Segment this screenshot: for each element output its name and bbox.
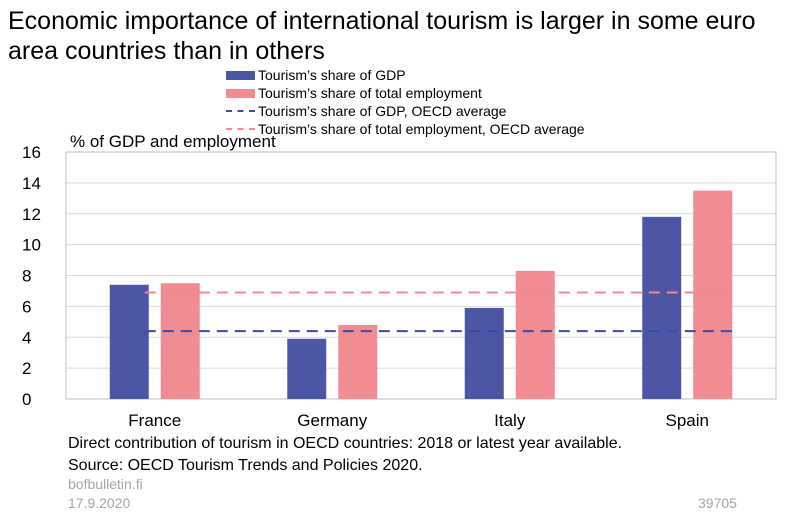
bar-spain-gdp	[642, 216, 682, 399]
y-tick-label: 10	[22, 236, 41, 255]
legend-item-gdp: Tourism’s share of GDP	[226, 66, 585, 84]
x-tick-label: Italy	[494, 411, 526, 430]
legend-swatch-gdp	[226, 70, 255, 80]
chart-source: Source: OECD Tourism Trends and Policies…	[68, 457, 423, 474]
bar-spain-employment	[693, 190, 733, 399]
legend-item-employment: Tourism’s share of total employment	[226, 84, 585, 102]
legend-item-gdp-average: Tourism’s share of GDP, OECD average	[226, 102, 585, 120]
footer-date: 17.9.2020	[68, 495, 131, 511]
legend-dash-employment-average	[226, 128, 255, 130]
chart-note: Direct contribution of tourism in OECD c…	[68, 435, 623, 452]
legend-label-gdp-average: Tourism’s share of GDP, OECD average	[258, 103, 507, 119]
y-tick-label: 14	[22, 174, 41, 193]
x-tick-label: France	[128, 411, 181, 430]
y-tick-label: 6	[22, 297, 31, 316]
y-tick-label: 0	[22, 390, 31, 409]
bar-germany-employment	[338, 324, 378, 399]
footer-id: 39705	[698, 495, 737, 511]
y-tick-label: 16	[22, 143, 41, 162]
bar-italy-gdp	[464, 307, 504, 399]
legend: Tourism’s share of GDP Tourism’s share o…	[226, 66, 585, 138]
legend-dash-gdp-average	[226, 110, 255, 112]
legend-label-gdp: Tourism’s share of GDP	[258, 67, 406, 83]
legend-item-employment-average: Tourism’s share of total employment, OEC…	[226, 120, 585, 138]
chart-title: Economic importance of international tou…	[8, 7, 756, 65]
bar-germany-gdp	[287, 338, 327, 399]
y-tick-label: 4	[22, 328, 31, 347]
x-tick-label: Germany	[297, 411, 367, 430]
bar-france-gdp	[109, 284, 149, 399]
bar-italy-employment	[515, 270, 555, 399]
y-tick-label: 8	[22, 267, 31, 286]
y-axis-label: % of GDP and employment	[70, 132, 276, 151]
bar-france-employment	[160, 283, 200, 399]
x-tick-label: Spain	[666, 411, 709, 430]
y-tick-label: 2	[22, 359, 31, 378]
legend-label-employment-average: Tourism’s share of total employment, OEC…	[258, 121, 585, 137]
legend-swatch-employment	[226, 88, 255, 98]
plot-frame	[65, 151, 777, 400]
y-tick-label: 12	[22, 205, 41, 224]
footer-site: bofbulletin.fi	[68, 476, 143, 492]
legend-label-employment: Tourism’s share of total employment	[258, 85, 482, 101]
